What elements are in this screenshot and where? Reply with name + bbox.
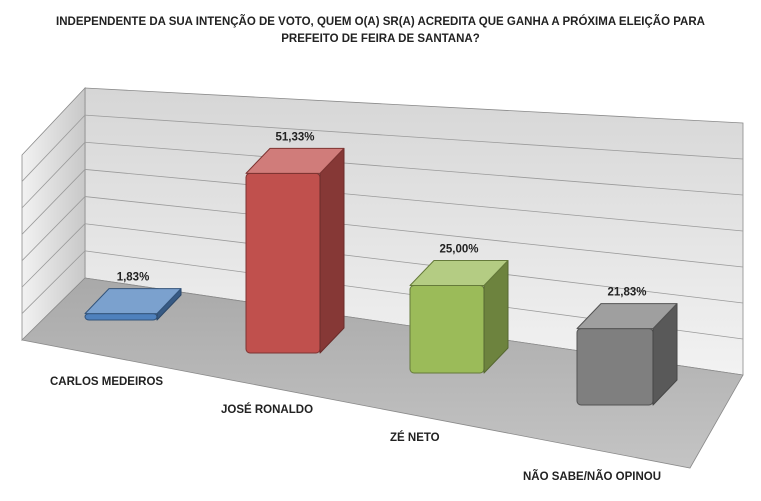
gridline bbox=[84, 114, 744, 160]
value-label: 21,83% bbox=[607, 287, 646, 299]
bar-1 bbox=[84, 288, 182, 321]
bar-side bbox=[319, 147, 345, 354]
bar-front bbox=[409, 285, 485, 374]
chart-title-line-1: INDEPENDENTE DA SUA INTENÇÃO DE VOTO, QU… bbox=[56, 16, 705, 28]
bar-top bbox=[576, 303, 678, 330]
gridline bbox=[84, 223, 744, 304]
bar-front bbox=[576, 328, 654, 406]
gridline bbox=[21, 250, 86, 314]
bar-top bbox=[245, 147, 345, 174]
gridline bbox=[84, 169, 744, 232]
bar-top bbox=[84, 288, 182, 315]
category-label: CARLOS MEDEIROS bbox=[50, 376, 163, 388]
category-label: ZÉ NETO bbox=[390, 431, 440, 444]
gridline bbox=[84, 196, 744, 268]
chart-background bbox=[21, 86, 744, 469]
gridline bbox=[84, 141, 744, 196]
bars bbox=[84, 147, 678, 406]
category-label: JOSÉ RONALDO bbox=[221, 403, 313, 416]
bar-2 bbox=[245, 147, 345, 354]
gridline bbox=[21, 142, 86, 209]
gridline bbox=[21, 196, 86, 261]
value-label: 25,00% bbox=[439, 244, 478, 256]
value-label: 51,33% bbox=[275, 131, 314, 143]
floor bbox=[21, 277, 744, 469]
bar-front bbox=[245, 172, 321, 354]
value-label: 1,83% bbox=[117, 272, 150, 284]
gridlines bbox=[21, 114, 744, 340]
bar-4 bbox=[576, 303, 678, 406]
gridline bbox=[21, 223, 86, 288]
bar-top bbox=[409, 260, 509, 286]
bar-3 bbox=[409, 260, 509, 374]
labels: 1,83% CARLOS MEDEIROS 51,33% JOSÉ RONALDO 25… bbox=[50, 131, 661, 483]
chart-title-line-2: PREFEITO DE FEIRA DE SANTANA? bbox=[281, 33, 480, 45]
category-label: NÃO SABE/NÃO OPINOU bbox=[523, 470, 661, 483]
gridline bbox=[21, 114, 86, 182]
gridline bbox=[21, 169, 86, 235]
bar-front bbox=[84, 313, 158, 321]
chart-title: INDEPENDENTE DA SUA INTENÇÃO DE VOTO, QU… bbox=[40, 14, 721, 48]
